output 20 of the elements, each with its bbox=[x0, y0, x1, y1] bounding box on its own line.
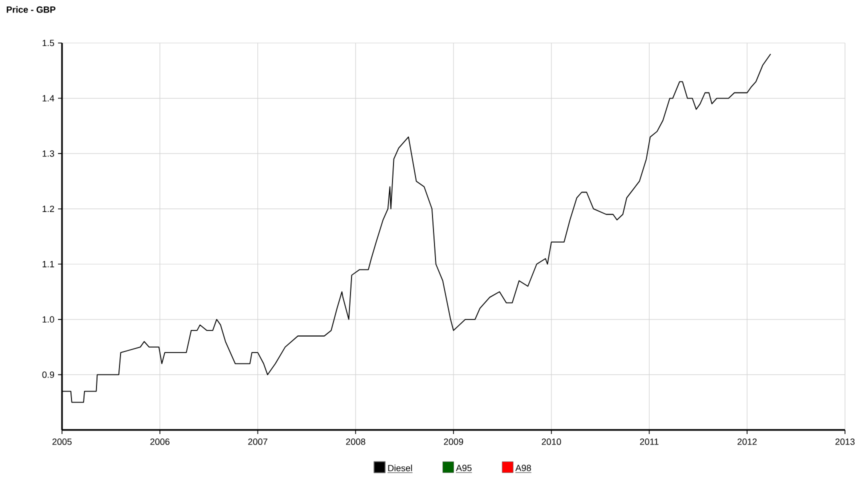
y-tick-label: 1.3 bbox=[42, 150, 54, 157]
x-tick-label: 2013 bbox=[835, 438, 855, 445]
x-tick-label: 2012 bbox=[738, 438, 757, 445]
y-tick-label: 1.4 bbox=[42, 95, 54, 102]
y-tick-label: 1.2 bbox=[42, 206, 54, 212]
x-tick-label: 2005 bbox=[52, 438, 72, 445]
x-tick-label: 2010 bbox=[542, 438, 562, 445]
x-tick-label: 2008 bbox=[346, 438, 366, 445]
legend-label: A95 bbox=[456, 464, 472, 472]
x-tick-label: 2011 bbox=[640, 438, 658, 445]
y-tick-label: 1.5 bbox=[42, 40, 54, 46]
legend-label: A98 bbox=[515, 464, 531, 472]
y-tick-label: 1.1 bbox=[42, 261, 54, 268]
x-tick-label: 2009 bbox=[444, 438, 464, 445]
legend-label: Diesel bbox=[388, 464, 412, 472]
x-tick-label: 2007 bbox=[248, 438, 268, 445]
x-tick-label: 2006 bbox=[150, 438, 170, 445]
chart-title: Price - GBP bbox=[6, 6, 56, 13]
y-tick-label: 1.0 bbox=[42, 316, 54, 323]
y-tick-label: 0.9 bbox=[42, 372, 54, 378]
